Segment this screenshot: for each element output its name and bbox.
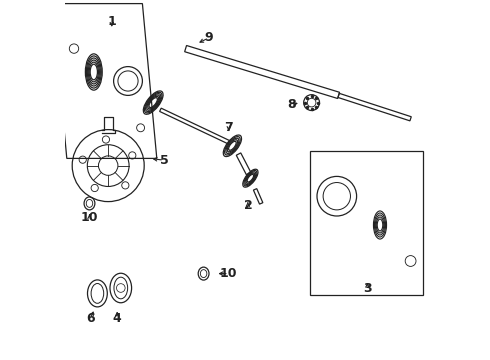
Text: 9: 9 [205,31,213,44]
Text: 5: 5 [160,154,169,167]
Text: 4: 4 [113,312,122,325]
Text: 10: 10 [81,211,98,224]
Text: 10: 10 [220,267,238,280]
Text: 1: 1 [107,15,116,28]
Text: 6: 6 [86,312,95,325]
Text: 7: 7 [224,121,233,134]
Text: 2: 2 [244,199,252,212]
Text: 8: 8 [288,98,296,111]
Text: 3: 3 [363,282,372,294]
